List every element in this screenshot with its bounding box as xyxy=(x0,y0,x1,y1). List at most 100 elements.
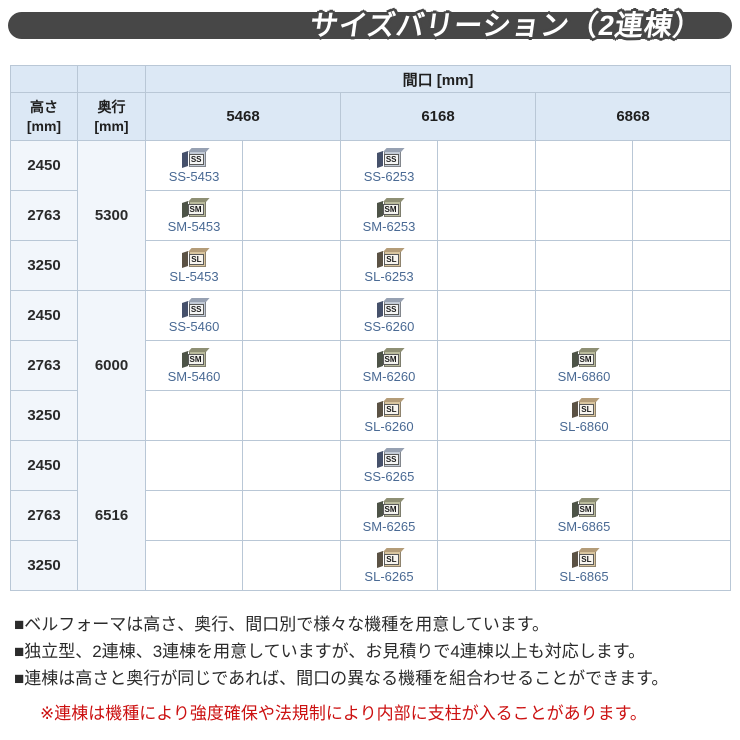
model-label: SS-6260 xyxy=(363,319,415,334)
depth-cell: 5300 xyxy=(77,140,146,291)
empty-cell xyxy=(631,490,732,541)
empty-cell xyxy=(631,390,732,441)
product-box-icon: SS xyxy=(377,297,402,318)
product-box-icon: SL xyxy=(572,397,597,418)
product-size-tag: SM xyxy=(577,503,594,515)
empty-cell xyxy=(631,440,732,491)
model-cell: SL SL-6860 xyxy=(535,390,633,441)
product-size-tag: SL xyxy=(384,253,399,265)
empty-cell xyxy=(535,440,633,491)
product-size-tag: SL xyxy=(384,553,399,565)
model-label: SM-6865 xyxy=(557,519,611,534)
model-cell: SS SS-6260 xyxy=(340,290,438,341)
header-frontage: 間口 [mm] xyxy=(144,65,732,93)
empty-cell xyxy=(437,240,536,291)
notes-section: ■ベルフォーマは高さ、奥行、間口別で様々な機種を用意しています。 ■独立型、2連… xyxy=(14,611,740,692)
product-box-icon: SM xyxy=(572,347,597,368)
height-cell: 3250 xyxy=(10,240,78,291)
model-cell: SM SM-6265 xyxy=(340,490,438,541)
empty-cell xyxy=(535,190,633,241)
product-size-tag: SS xyxy=(383,303,399,315)
empty-cell xyxy=(242,540,341,591)
product-box-icon: SL xyxy=(377,397,402,418)
model-label: SS-6253 xyxy=(363,169,415,184)
product-box-icon: SS xyxy=(182,147,207,168)
empty-cell xyxy=(145,490,243,541)
product-box-icon: SL xyxy=(572,547,597,568)
empty-cell xyxy=(631,340,732,391)
model-cell: SM SM-6860 xyxy=(535,340,633,391)
empty-cell xyxy=(242,240,341,291)
empty-cell xyxy=(145,390,243,441)
model-cell: SM SM-5453 xyxy=(145,190,243,241)
table-row: 2763 SM SM-6265 SM SM-6865 xyxy=(10,490,732,541)
product-size-tag: SL xyxy=(189,253,204,265)
height-cell: 3250 xyxy=(10,390,78,441)
product-size-tag: SL xyxy=(579,553,594,565)
product-box-icon: SM xyxy=(377,197,402,218)
model-cell: SS SS-5460 xyxy=(145,290,243,341)
empty-cell xyxy=(242,440,341,491)
product-box-icon: SS xyxy=(377,447,402,468)
model-label: SL-5453 xyxy=(169,269,219,284)
empty-cell xyxy=(242,190,341,241)
empty-cell xyxy=(437,390,536,441)
product-size-tag: SM xyxy=(382,353,399,365)
model-cell: SS SS-6253 xyxy=(340,140,438,191)
header-depth: 奥行 [mm] xyxy=(77,92,146,141)
empty-cell xyxy=(242,490,341,541)
section-banner: サイズバリーション（2連棟） xyxy=(8,9,732,41)
banner-title: サイズバリーション（2連棟） xyxy=(307,9,705,41)
model-cell: SM SM-6253 xyxy=(340,190,438,241)
empty-cell xyxy=(631,190,732,241)
empty-cell xyxy=(535,290,633,341)
product-box-icon: SS xyxy=(182,297,207,318)
product-box-icon: SL xyxy=(377,547,402,568)
empty-cell xyxy=(631,240,732,291)
table-row: 2763 SM SM-5453 SM SM-6253 xyxy=(10,190,732,241)
product-box-icon: SM xyxy=(182,347,207,368)
header-width-6868: 6868 xyxy=(534,92,732,141)
model-label: SL-6260 xyxy=(364,419,414,434)
table-row: 3250 SL SL-6260 SL SL-6860 xyxy=(10,390,732,441)
model-label: SM-6265 xyxy=(362,519,416,534)
empty-cell xyxy=(631,290,732,341)
product-box-icon: SM xyxy=(377,497,402,518)
model-label: SM-6253 xyxy=(362,219,416,234)
product-size-tag: SL xyxy=(384,403,399,415)
empty-cell xyxy=(535,240,633,291)
product-size-tag: SS xyxy=(383,153,399,165)
model-cell: SM SM-5460 xyxy=(145,340,243,391)
model-label: SS-6265 xyxy=(363,469,415,484)
note-line: ■連棟は高さと奥行が同じであれば、間口の異なる機種を組合わせることができます。 xyxy=(14,669,669,688)
corner-cell xyxy=(77,65,146,93)
height-cell: 2450 xyxy=(10,290,78,341)
table-row: 2450 6516 SS SS-6265 xyxy=(10,440,732,591)
empty-cell xyxy=(437,140,536,191)
model-cell: SS SS-5453 xyxy=(145,140,243,191)
model-cell: SS SS-6265 xyxy=(340,440,438,491)
empty-cell xyxy=(437,290,536,341)
model-label: SM-6860 xyxy=(557,369,611,384)
empty-cell xyxy=(437,190,536,241)
model-label: SS-5453 xyxy=(168,169,220,184)
header-width-5468: 5468 xyxy=(145,92,341,141)
empty-cell xyxy=(437,490,536,541)
height-cell: 3250 xyxy=(10,540,78,591)
depth-cell: 6516 xyxy=(77,440,146,591)
product-box-icon: SM xyxy=(377,347,402,368)
empty-cell xyxy=(145,440,243,491)
empty-cell xyxy=(242,140,341,191)
model-cell: SL SL-6260 xyxy=(340,390,438,441)
product-size-tag: SL xyxy=(579,403,594,415)
empty-cell xyxy=(535,140,633,191)
product-size-tag: SS xyxy=(188,153,204,165)
depth-cell: 6000 xyxy=(77,290,146,441)
model-cell: SM SM-6865 xyxy=(535,490,633,541)
table-row: 2450 6000 SS SS-5460 SS SS-6260 xyxy=(10,290,732,441)
empty-cell xyxy=(437,540,536,591)
product-box-icon: SS xyxy=(377,147,402,168)
model-cell: SL SL-5453 xyxy=(145,240,243,291)
product-size-tag: SM xyxy=(187,203,204,215)
